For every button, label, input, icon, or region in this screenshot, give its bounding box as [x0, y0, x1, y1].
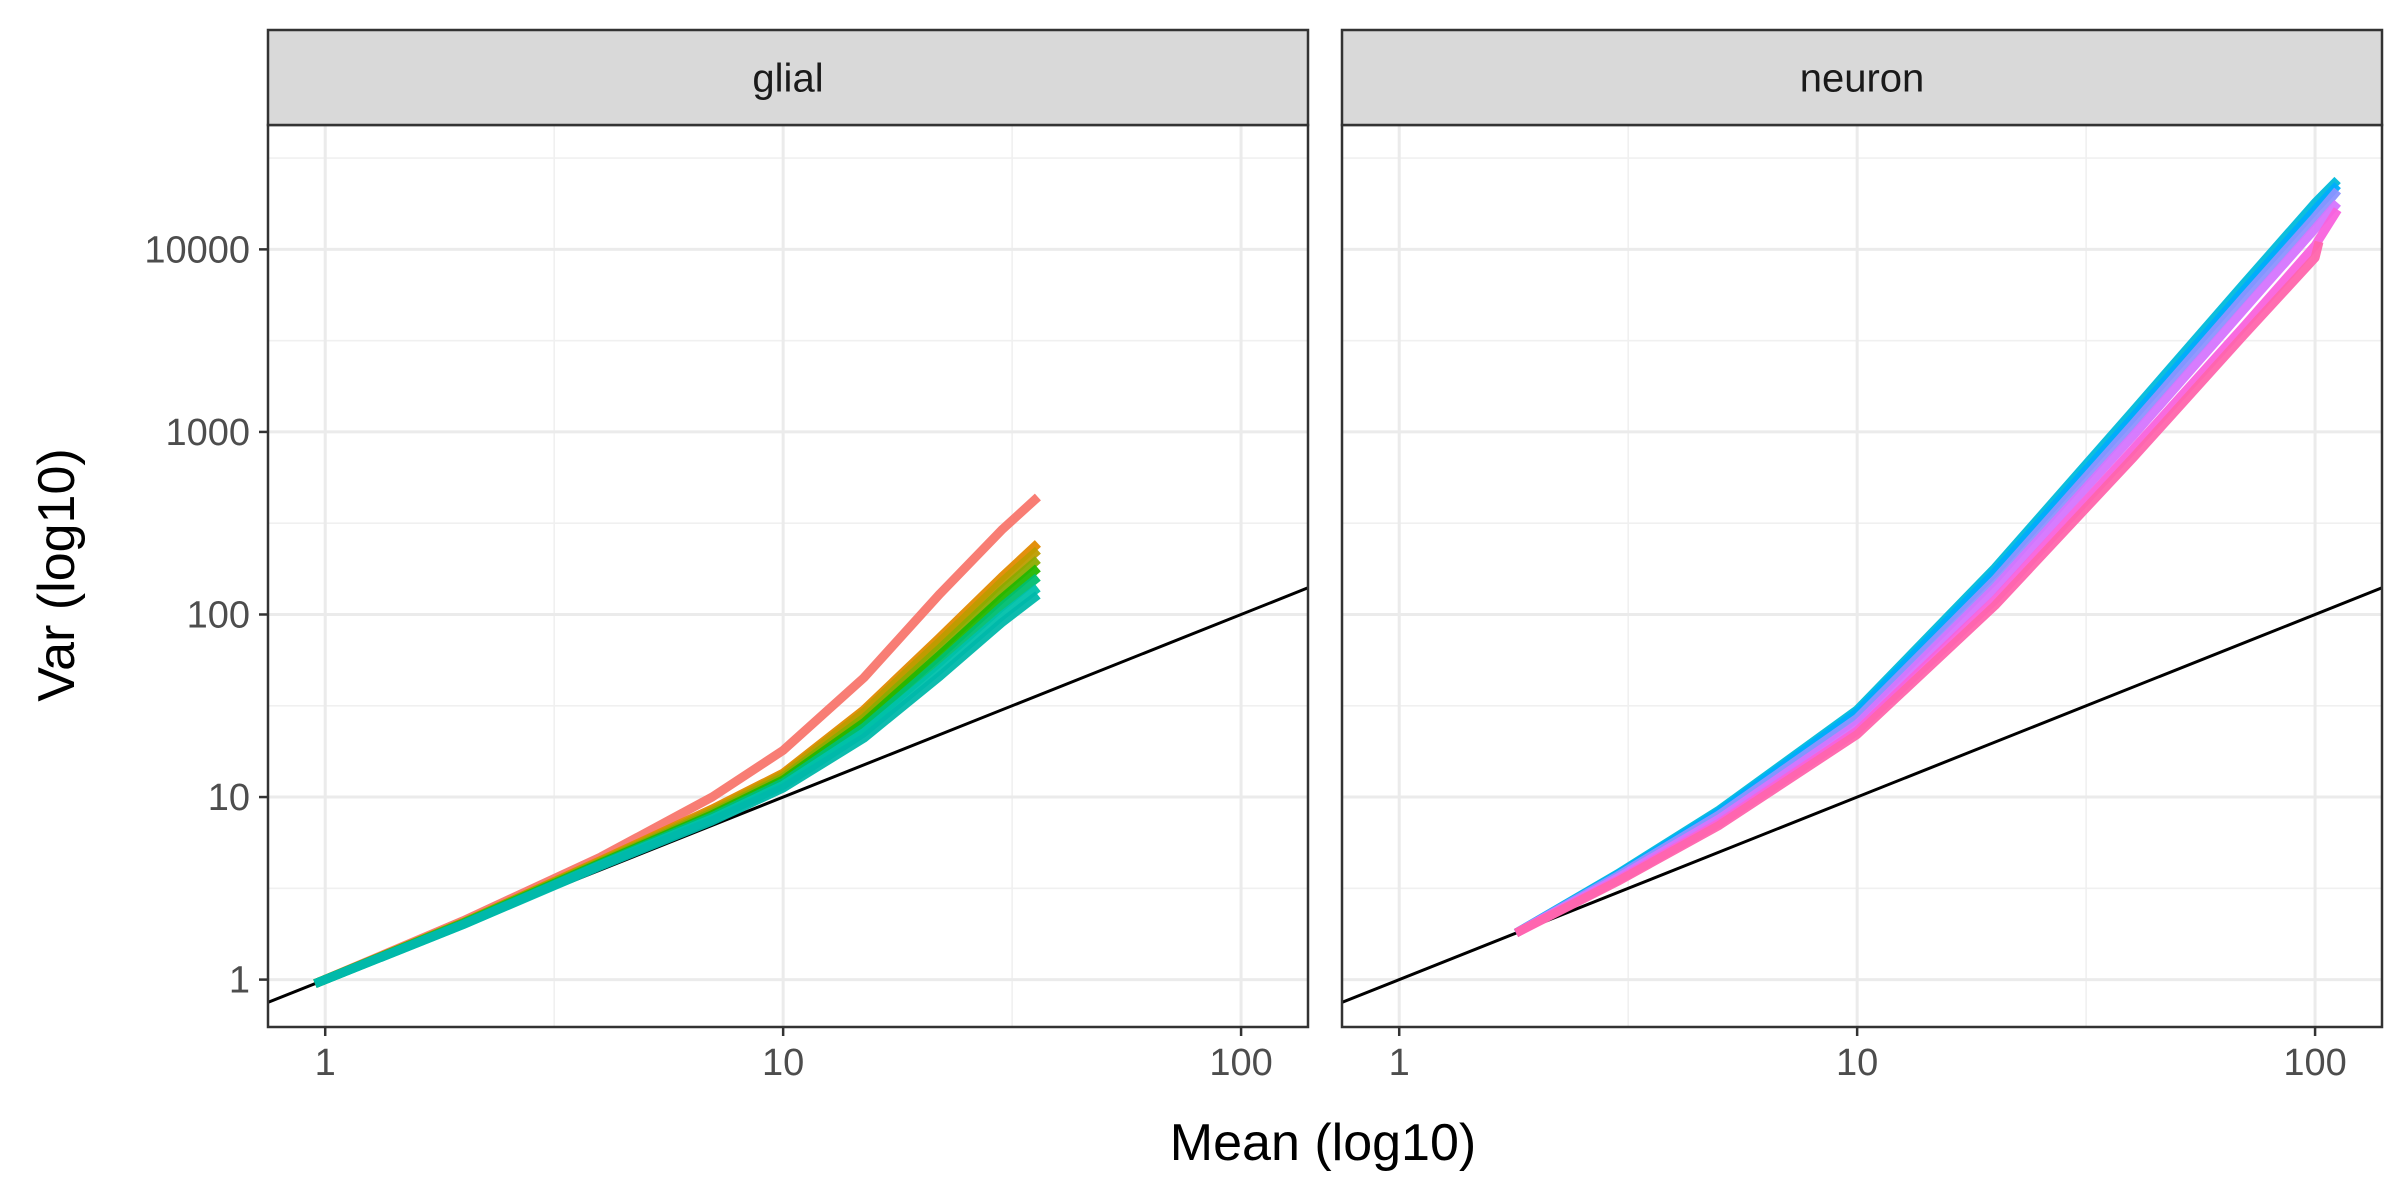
x-tick-label: 1 — [315, 1042, 336, 1084]
x-tick-label: 10 — [762, 1042, 804, 1084]
y-tick-label: 10 — [208, 777, 250, 819]
reference-line-group — [1342, 586, 2382, 1004]
identity-reference-line — [1342, 586, 2382, 1004]
series-line — [1514, 240, 2324, 938]
y-tick-label: 100 — [187, 594, 250, 636]
facet-strip-label: glial — [752, 57, 823, 101]
x-tick-label: 100 — [1209, 1042, 1272, 1084]
series-group-glial — [313, 493, 1041, 988]
facet-strip — [1340, 28, 2384, 127]
panel-background — [1342, 125, 2382, 1027]
x-tick-label: 1 — [1389, 1042, 1410, 1084]
x-tick-label: 100 — [2283, 1042, 2346, 1084]
panel-background — [268, 125, 1308, 1027]
series-line — [313, 591, 1041, 988]
y-axis-title: Var (log10) — [28, 448, 86, 701]
facet-strip-label: neuron — [1800, 57, 1925, 101]
y-tick-label: 1000 — [165, 412, 250, 454]
x-axis-title: Mean (log10) — [1170, 1114, 1476, 1172]
y-tick-label: 10000 — [144, 229, 250, 271]
x-tick-label: 10 — [1836, 1042, 1878, 1084]
facet-strip — [266, 28, 1310, 127]
y-tick-label: 1 — [229, 960, 250, 1002]
series-group-neuron — [1513, 176, 2342, 938]
